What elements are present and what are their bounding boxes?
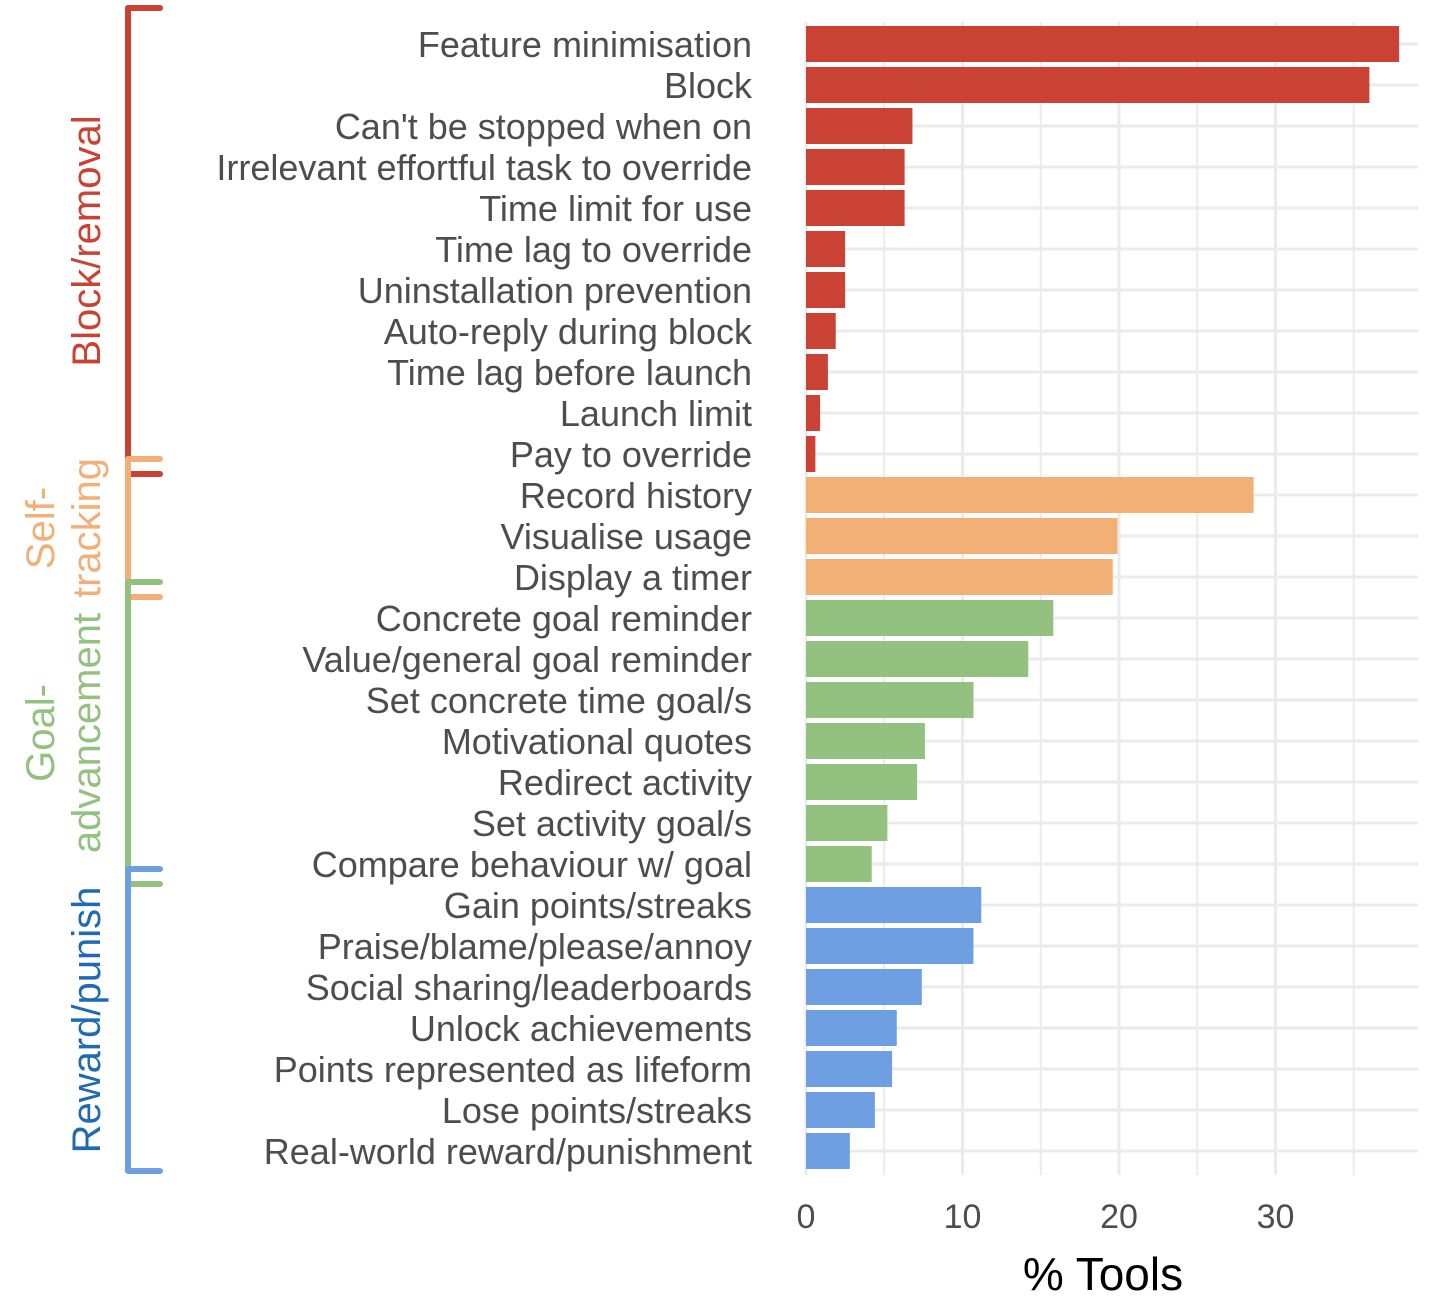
group-bracket: [125, 866, 163, 1174]
bar: [806, 928, 974, 964]
category-label: Can't be stopped when on: [335, 106, 752, 147]
bar: [806, 26, 1400, 62]
category-label: Pay to override: [510, 434, 752, 475]
category-label: Feature minimisation: [418, 24, 752, 65]
group-label: Block/removal: [65, 115, 109, 366]
bar: [806, 108, 913, 144]
bar: [806, 1092, 875, 1128]
bar: [806, 805, 888, 841]
category-label: Display a timer: [514, 557, 752, 598]
x-tick-label: 10: [944, 1198, 982, 1236]
category-label: Unlock achievements: [410, 1008, 752, 1049]
group-labels: Block/removal Self-tracking Goal-advanceme…: [19, 115, 109, 1153]
x-tick-label: 0: [797, 1198, 816, 1236]
bar: [806, 559, 1113, 595]
bar: [806, 1010, 897, 1046]
bar: [806, 969, 922, 1005]
bar: [806, 846, 872, 882]
bar: [806, 436, 816, 472]
group-bracket: [125, 5, 163, 477]
category-label: Points represented as lifeform: [274, 1049, 752, 1090]
bar: [806, 518, 1118, 554]
category-label: Redirect activity: [498, 762, 752, 803]
category-label: Uninstallation prevention: [358, 270, 752, 311]
bar: [806, 641, 1029, 677]
category-label: Launch limit: [560, 393, 752, 434]
group-label-line: tracking: [65, 458, 109, 598]
category-label: Concrete goal reminder: [376, 598, 752, 639]
bar: [806, 723, 925, 759]
group-label: Goal-advancement: [19, 613, 109, 853]
category-label: Block: [664, 65, 753, 106]
category-label: Visualise usage: [500, 516, 752, 557]
category-label: Social sharing/leaderboards: [306, 967, 752, 1008]
x-axis-ticks: 0 10 20 30: [797, 1198, 1295, 1236]
bars: [806, 26, 1400, 1169]
bar: [806, 764, 918, 800]
category-label: Time limit for use: [479, 188, 752, 229]
bar: [806, 887, 982, 923]
bar: [806, 272, 846, 308]
bar: [806, 1051, 893, 1087]
bar: [806, 231, 846, 267]
bar: [806, 313, 836, 349]
bar: [806, 354, 828, 390]
x-tick-label: 20: [1100, 1198, 1138, 1236]
category-label: Set concrete time goal/s: [366, 680, 752, 721]
group-label-line: Self-: [19, 487, 63, 569]
category-label: Motivational quotes: [442, 721, 752, 762]
category-label: Record history: [520, 475, 752, 516]
x-tick-label: 30: [1257, 1198, 1295, 1236]
group-label-line: Goal-: [19, 684, 63, 782]
bar: [806, 395, 821, 431]
group-brackets: [125, 5, 163, 1174]
category-label: Gain points/streaks: [444, 885, 752, 926]
category-label: Time lag before launch: [387, 352, 752, 393]
group-label-line: advancement: [65, 613, 109, 853]
category-label: Value/general goal reminder: [302, 639, 752, 680]
bar: [806, 190, 905, 226]
category-label: Praise/blame/please/annoy: [318, 926, 752, 967]
bar: [806, 477, 1254, 513]
x-axis-title: % Tools: [1023, 1248, 1183, 1300]
category-label: Auto-reply during block: [384, 311, 753, 352]
category-label: Real-world reward/punishment: [264, 1131, 752, 1172]
group-label: Reward/punish: [65, 887, 109, 1154]
bar: [806, 682, 974, 718]
category-label: Compare behaviour w/ goal: [312, 844, 752, 885]
group-bracket: [125, 579, 163, 887]
bar: [806, 67, 1370, 103]
bar: [806, 149, 905, 185]
group-label-line: Block/removal: [65, 115, 109, 366]
category-label: Lose points/streaks: [442, 1090, 752, 1131]
group-label: Self-tracking: [19, 458, 109, 598]
group-bracket: [125, 456, 163, 600]
grid-lines: [804, 22, 1418, 1175]
group-label-line: Reward/punish: [65, 887, 109, 1154]
category-label: Irrelevant effortful task to override: [216, 147, 752, 188]
bar: [806, 600, 1054, 636]
category-label: Set activity goal/s: [472, 803, 752, 844]
bar: [806, 1133, 850, 1169]
category-label: Time lag to override: [435, 229, 752, 270]
